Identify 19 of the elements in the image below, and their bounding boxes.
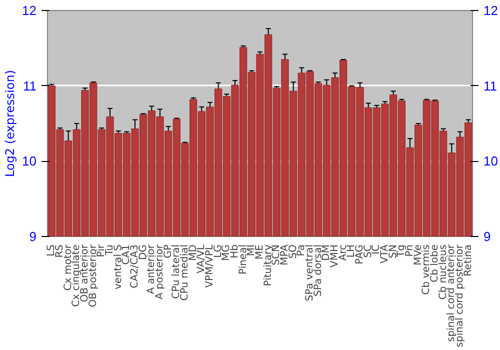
x-tick-label: OB posterior [88,244,99,308]
x-tick-label: Hb [230,244,240,258]
x-tick-label: ME [254,244,266,260]
x-tick-label: Retina [462,244,474,276]
y2-tick-label: 9 [484,229,491,244]
x-tick-label: A posterior [154,244,166,300]
y2-tick-label: 12 [484,3,498,18]
y-axis-title: Log2 (expression) [3,70,18,177]
y-tick-label: 12 [22,3,37,18]
y-tick-label: 10 [22,154,37,169]
y-tick-label: 11 [23,78,37,94]
y2-tick-label: 11 [484,78,497,94]
x-tick-label: Cb lobe [430,244,440,282]
x-tick-label: Tg [396,244,408,258]
y2-tick-label: 10 [484,154,498,169]
x-tick-label: spinal cord posterior [454,244,466,348]
x-tick-label: Pituitary [262,244,274,286]
x-tick-label: RS [54,244,66,258]
y-tick-label: 9 [29,229,37,244]
